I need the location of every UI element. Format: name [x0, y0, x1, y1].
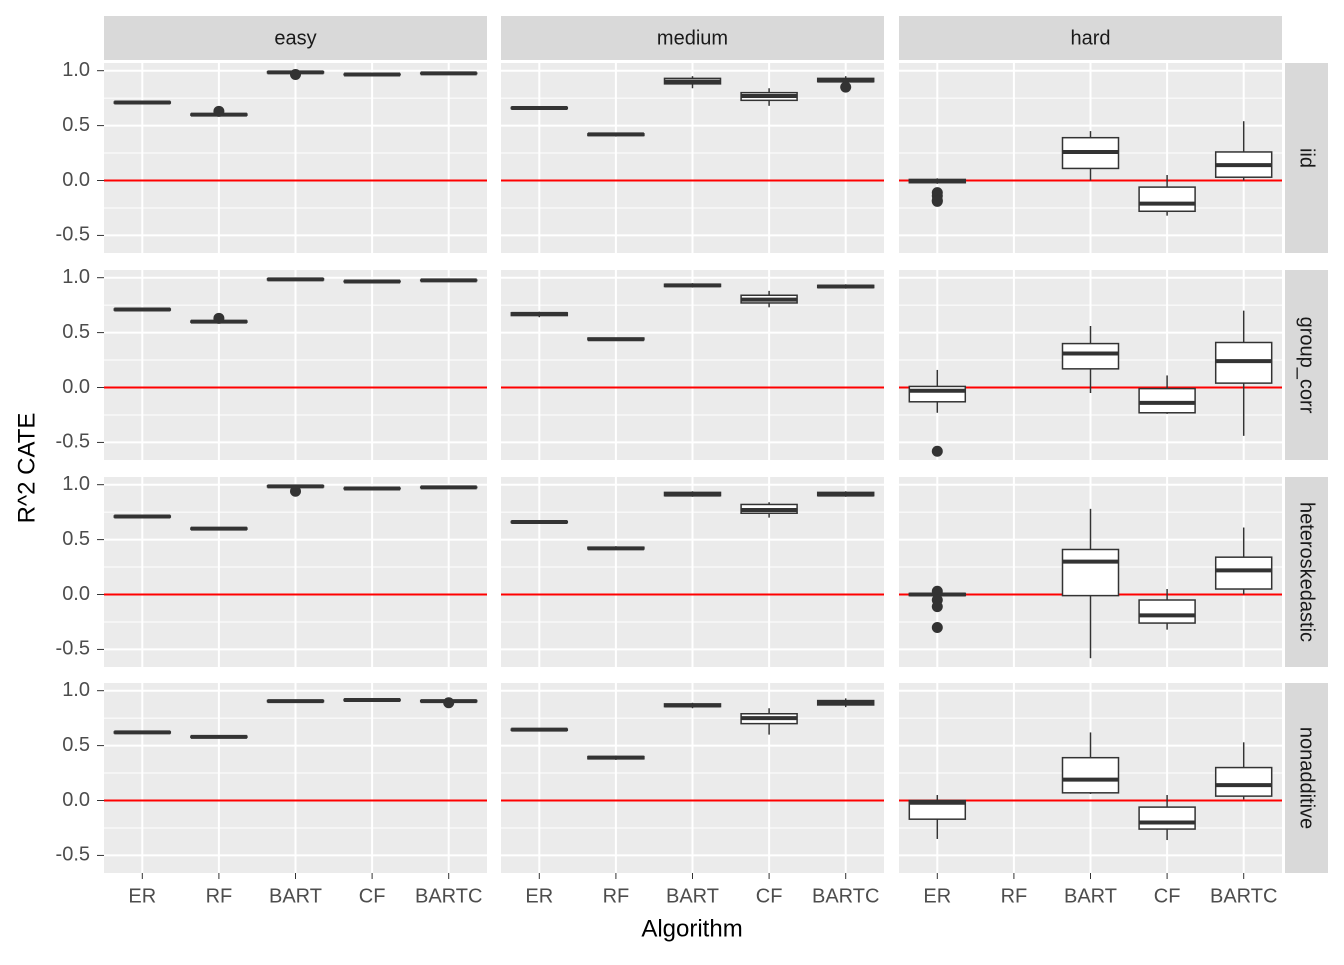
y-axis-title: R^2 CATE	[13, 413, 40, 524]
y-tick-label: -0.5	[56, 844, 90, 866]
outlier	[213, 105, 225, 117]
x-tick-label: RF	[1001, 885, 1028, 907]
outlier	[931, 195, 943, 207]
x-axis-title: Algorithm	[641, 915, 742, 942]
box	[1138, 387, 1196, 414]
box	[908, 799, 967, 820]
box	[1214, 766, 1273, 797]
strip	[1285, 63, 1328, 253]
x-tick-label: CF	[1154, 885, 1181, 907]
strip-label: medium	[657, 27, 728, 49]
outlier	[931, 585, 943, 597]
y-tick-label: 0.0	[62, 583, 90, 605]
box	[1138, 186, 1196, 213]
x-tick-label: CF	[359, 885, 386, 907]
strip	[1285, 683, 1328, 873]
box	[1061, 548, 1120, 597]
strip-label: heteroskedastic	[1296, 502, 1318, 642]
x-tick-label: CF	[756, 885, 783, 907]
y-tick-label: 1.0	[62, 679, 90, 701]
x-tick-label: RF	[206, 885, 233, 907]
box	[1138, 599, 1196, 624]
x-tick-label: BART	[666, 885, 719, 907]
strip	[104, 16, 487, 60]
y-tick-label: 0.0	[62, 789, 90, 811]
x-tick-label: ER	[923, 885, 951, 907]
x-tick-label: ER	[525, 885, 553, 907]
x-tick-label: BARTC	[1210, 885, 1277, 907]
outlier	[290, 485, 301, 497]
y-tick-label: 0.0	[62, 376, 90, 398]
strip	[1285, 477, 1328, 667]
box	[908, 385, 967, 403]
outlier	[443, 697, 455, 709]
y-tick-label: 1.0	[62, 266, 90, 288]
box	[1214, 556, 1273, 590]
strip-label: hard	[1070, 27, 1110, 49]
y-tick-label: 0.5	[62, 734, 90, 756]
x-tick-label: ER	[128, 885, 156, 907]
x-tick-label: BARTC	[812, 885, 879, 907]
strip-label: group_corr	[1296, 317, 1318, 414]
x-tick-label: RF	[603, 885, 630, 907]
strip	[899, 16, 1282, 60]
outlier	[931, 601, 943, 613]
y-tick-label: 0.5	[62, 321, 90, 343]
y-tick-label: 1.0	[62, 59, 90, 81]
outlier	[840, 81, 852, 93]
outlier	[931, 445, 943, 457]
outlier	[290, 69, 301, 81]
strip-label: nonadditive	[1296, 727, 1318, 829]
x-tick-label: BART	[1064, 885, 1117, 907]
y-tick-label: -0.5	[56, 638, 90, 660]
strip	[501, 16, 884, 60]
x-tick-label: BART	[269, 885, 322, 907]
box	[1061, 342, 1120, 370]
y-tick-label: 0.5	[62, 114, 90, 136]
y-tick-label: 1.0	[62, 473, 90, 495]
outlier	[931, 621, 943, 633]
strip	[1285, 270, 1328, 460]
x-tick-label: BARTC	[415, 885, 482, 907]
box	[1138, 806, 1196, 830]
y-tick-label: -0.5	[56, 224, 90, 246]
y-tick-label: -0.5	[56, 431, 90, 453]
strip-label: iid	[1296, 148, 1318, 168]
outlier	[213, 312, 225, 324]
y-tick-label: 0.5	[62, 528, 90, 550]
y-tick-label: 0.0	[62, 169, 90, 191]
box	[1061, 756, 1120, 794]
strip-label: easy	[274, 27, 316, 49]
